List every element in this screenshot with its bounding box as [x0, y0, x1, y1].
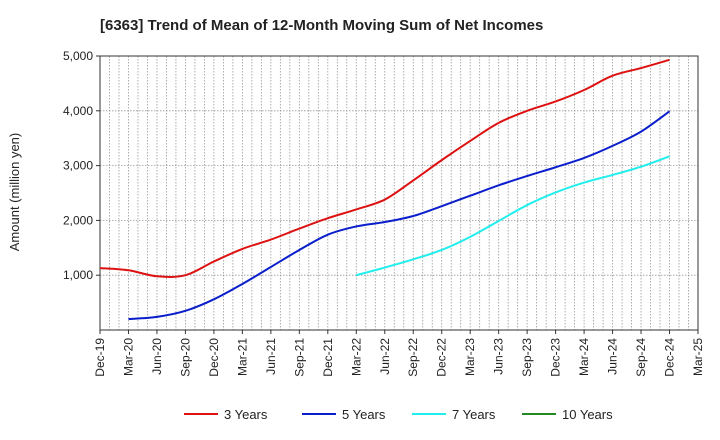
x-tick-label: Jun-21 — [264, 338, 278, 375]
x-tick-label: Sep-24 — [634, 338, 648, 377]
y-tick-label: 5,000 — [63, 49, 93, 63]
x-tick-label: Mar-21 — [235, 338, 249, 376]
y-tick-label: 3,000 — [63, 159, 93, 173]
x-tick-label: Sep-21 — [292, 338, 306, 377]
series-lines — [99, 58, 671, 321]
y-axis-label: Amount (million yen) — [7, 133, 22, 252]
x-tick-label: Mar-22 — [349, 338, 363, 376]
x-tick-label: Dec-22 — [435, 338, 449, 377]
legend: 3 Years 5 Years 7 Years 10 Years — [184, 407, 613, 422]
y-tick-label: 2,000 — [63, 213, 93, 227]
y-tick-label: 4,000 — [63, 104, 93, 118]
x-tick-label: Dec-23 — [549, 338, 563, 377]
x-tick-label: Jun-23 — [492, 338, 506, 375]
legend-label: 3 Years — [224, 407, 268, 422]
x-tick-label: Mar-25 — [691, 338, 705, 376]
x-tick-label: Dec-24 — [663, 338, 677, 377]
x-ticks: Dec-19 Mar-20 Jun-20 Sep-20 Dec-20 Mar-21 Jun-… — [93, 330, 705, 377]
grid — [100, 55, 698, 330]
x-tick-label: Jun-20 — [150, 338, 164, 375]
x-tick-label: Jun-24 — [606, 338, 620, 375]
legend-label: 7 Years — [452, 407, 496, 422]
x-tick-label: Sep-20 — [178, 338, 192, 377]
series-line-7-years — [356, 155, 670, 277]
y-ticks: 1,000 2,000 3,000 4,000 5,000 — [63, 49, 100, 282]
x-tick-label: Jun-22 — [378, 338, 392, 375]
x-tick-label: Sep-22 — [406, 338, 420, 377]
x-tick-label: Mar-20 — [121, 338, 135, 376]
series-line-3-years — [99, 58, 670, 278]
series-line-5-years — [128, 110, 671, 321]
x-tick-label: Mar-24 — [577, 338, 591, 376]
legend-label: 10 Years — [562, 407, 613, 422]
x-tick-label: Mar-23 — [463, 338, 477, 376]
x-tick-label: Sep-23 — [520, 338, 534, 377]
plot-frame — [99, 55, 699, 331]
y-tick-label: 1,000 — [63, 268, 93, 282]
x-tick-label: Dec-20 — [207, 338, 221, 377]
chart-title: [6363] Trend of Mean of 12-Month Moving … — [100, 17, 543, 34]
legend-label: 5 Years — [342, 407, 386, 422]
x-tick-label: Dec-21 — [321, 338, 335, 377]
x-tick-label: Dec-19 — [93, 338, 107, 377]
